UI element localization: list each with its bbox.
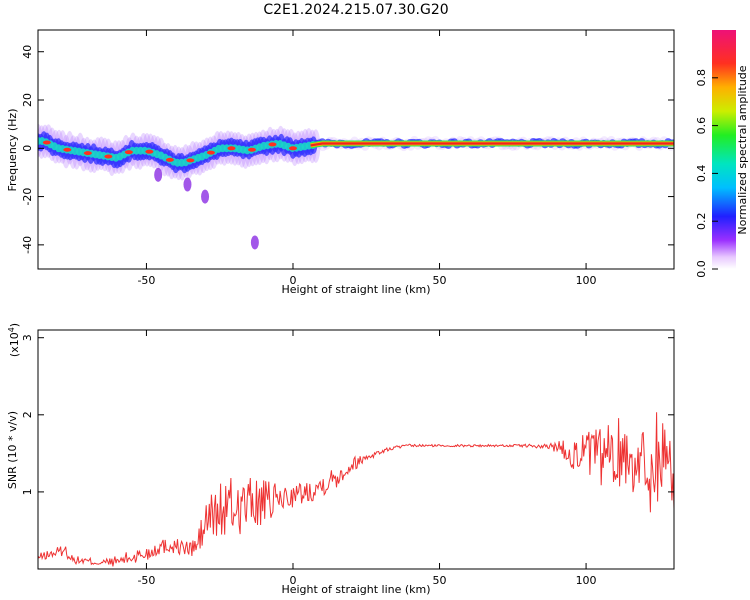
spectrogram-blob <box>183 177 192 192</box>
spectrogram-x-tick-label: -50 <box>137 274 155 287</box>
snr-marks <box>38 412 674 567</box>
colorbar-tick-label: 0.8 <box>695 69 708 87</box>
snr-panel: -50 0 50 100 1 2 3 Height of straight line (km… <box>6 323 675 596</box>
spectrogram-hotspot <box>268 142 277 147</box>
spectrogram-y-tick-label: -40 <box>21 236 34 254</box>
spectrogram-hotspot <box>165 157 174 162</box>
spectrogram-hotspot <box>206 150 215 155</box>
snr-x-tick-label: 50 <box>433 574 447 587</box>
spectrogram-y-label: Frequency (Hz) <box>6 109 19 192</box>
snr-x-tick-label: -50 <box>137 574 155 587</box>
colorbar-tick-label: 0.4 <box>695 165 708 183</box>
spectrogram-hotspot <box>63 147 72 152</box>
snr-x-label: Height of straight line (km) <box>281 583 430 596</box>
snr-exponent-label: (x104) <box>7 323 21 357</box>
spectrogram-blob <box>250 235 259 250</box>
spectrogram-hotspot <box>42 140 51 145</box>
snr-y-tick-label: 3 <box>21 334 34 341</box>
snr-ticks: -50 0 50 100 1 2 3 <box>21 330 674 587</box>
spectrogram-hotspot <box>145 149 154 154</box>
colorbar-gradient <box>712 30 736 269</box>
spectrogram-blob <box>201 189 210 204</box>
spectrogram-hotspot <box>83 151 92 156</box>
spectrogram-hotspot <box>227 146 236 151</box>
snr-y-tick-label: 2 <box>21 411 34 418</box>
spectrogram-panel: -50 0 50 100 -40 -20 0 20 40 Height of straight … <box>6 29 675 296</box>
colorbar: 0.0 0.2 0.4 0.6 0.8 Normalized spectral ampl… <box>695 30 749 278</box>
spectrogram-ticks: -50 0 50 100 -40 -20 0 20 40 <box>21 30 674 287</box>
spectrogram-hotspot <box>186 158 195 163</box>
spectrogram-y-tick-label: -20 <box>21 188 34 206</box>
spectrogram-x-tick-label: 0 <box>289 274 296 287</box>
spectrogram-hotspot <box>124 150 133 155</box>
colorbar-ticks: 0.0 0.2 0.4 0.6 0.8 <box>695 69 718 278</box>
spectrogram-x-tick-label: 50 <box>433 274 447 287</box>
spectrogram-ridge-red <box>310 142 674 147</box>
snr-x-tick-label: 0 <box>289 574 296 587</box>
snr-x-tick-label: 100 <box>576 574 597 587</box>
colorbar-label: Normalized spectral amplitude <box>736 65 749 234</box>
spectrogram-y-tick-label: 40 <box>21 45 34 59</box>
snr-y-label: SNR (10 * v/v) <box>6 411 19 489</box>
spectrogram-marks <box>38 123 674 250</box>
snr-frame <box>37 329 675 570</box>
colorbar-tick-label: 0.6 <box>695 117 708 135</box>
spectrogram-hotspot <box>104 154 113 159</box>
colorbar-tick-label: 0.0 <box>695 260 708 278</box>
spectrogram-y-tick-label: 0 <box>21 145 34 152</box>
spectrogram-x-label: Height of straight line (km) <box>281 283 430 296</box>
snr-y-tick-label: 1 <box>21 488 34 495</box>
spectrogram-hotspot <box>288 146 297 151</box>
spectrogram-frame <box>37 29 675 270</box>
spectrogram-x-tick-label: 100 <box>576 274 597 287</box>
spectrogram-blob <box>154 167 163 182</box>
figure-title: C2E1.2024.215.07.30.G20 <box>263 2 448 18</box>
spectrogram-hotspot <box>247 147 256 152</box>
snr-series-line <box>38 412 674 567</box>
colorbar-tick-label: 0.2 <box>695 212 708 230</box>
spectrogram-y-tick-label: 20 <box>21 93 34 107</box>
